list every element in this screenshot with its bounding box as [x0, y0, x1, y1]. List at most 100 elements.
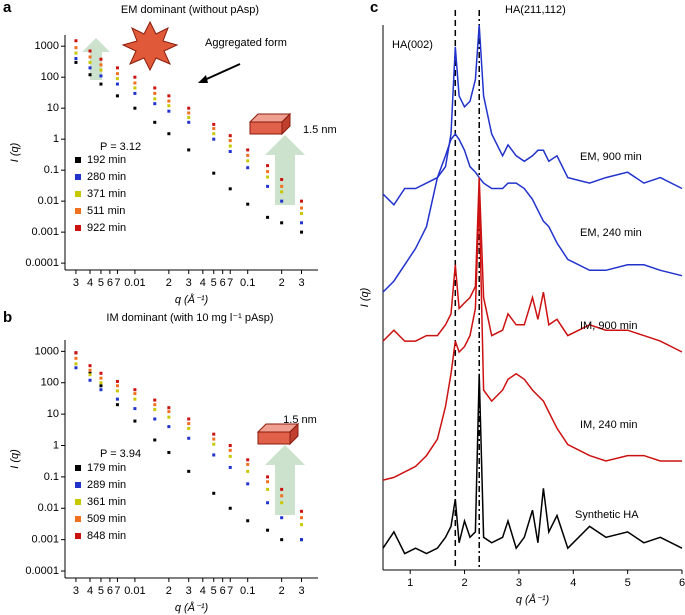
data-point — [228, 444, 232, 448]
data-point — [99, 74, 103, 78]
data-point — [88, 60, 92, 64]
x-tick-label: 5 — [625, 577, 631, 589]
data-point — [99, 371, 103, 375]
legend-swatch — [75, 157, 81, 163]
data-point — [74, 366, 78, 370]
data-point — [246, 462, 250, 466]
annotation: HA(211,112) — [505, 4, 566, 16]
annotation: IM, 240 min — [580, 419, 637, 431]
x-tick-label: 7 — [227, 277, 233, 289]
x-tick-label: 2 — [279, 585, 285, 597]
data-point — [167, 132, 171, 136]
data-point — [153, 102, 157, 106]
data-point — [228, 144, 232, 148]
data-point — [99, 388, 103, 392]
data-point — [300, 516, 304, 520]
data-point — [153, 438, 157, 442]
data-point — [88, 73, 92, 77]
data-point — [153, 398, 157, 402]
spectrum-line — [382, 24, 683, 206]
data-point — [74, 356, 78, 360]
data-point — [280, 487, 284, 491]
legend-swatch — [75, 174, 81, 180]
y-axis-label: I (q) — [9, 142, 21, 162]
legend-label: 280 min — [87, 171, 126, 183]
data-point — [212, 453, 216, 457]
x-tick-label: 3 — [298, 277, 304, 289]
annotation: 1.5 nm — [303, 124, 337, 136]
annotation: HA(002) — [392, 39, 433, 51]
x-tick-label: 2 — [166, 585, 172, 597]
x-tick-label: 3 — [298, 585, 304, 597]
legend-swatch — [75, 191, 81, 197]
annotation: P = 3.94 — [100, 448, 141, 460]
data-point — [187, 417, 191, 421]
data-point — [167, 104, 171, 108]
y-tick-label: 1 — [53, 439, 59, 451]
x-tick-label: 5 — [211, 585, 217, 597]
legend-label: 361 min — [87, 496, 126, 508]
data-point — [115, 379, 119, 383]
data-point — [133, 86, 137, 90]
data-point — [266, 184, 270, 188]
data-point — [153, 417, 157, 421]
y-tick-label: 10 — [47, 408, 59, 420]
legend-label: 509 min — [87, 513, 126, 525]
data-point — [115, 384, 119, 388]
x-tick-label: 4 — [200, 277, 206, 289]
data-point — [74, 57, 78, 61]
legend-swatch — [75, 516, 81, 522]
data-point — [246, 469, 250, 473]
x-tick-label: 3 — [186, 585, 192, 597]
x-tick-label: 2 — [279, 277, 285, 289]
y-tick-label: 0.001 — [31, 226, 59, 238]
data-point — [115, 72, 119, 76]
data-point — [212, 442, 216, 446]
data-point — [153, 86, 157, 90]
data-point — [99, 68, 103, 72]
annotation: 1.5 nm — [283, 414, 317, 426]
data-point — [167, 415, 171, 419]
x-tick-label: 7 — [114, 277, 120, 289]
data-point — [167, 410, 171, 414]
data-point — [115, 397, 119, 401]
data-point — [153, 91, 157, 95]
data-point — [300, 206, 304, 210]
data-point — [167, 99, 171, 103]
x-tick-label: 2 — [461, 577, 467, 589]
data-point — [99, 384, 103, 388]
x-tick-label: 5 — [98, 585, 104, 597]
data-point — [212, 127, 216, 131]
growth-arrow — [82, 38, 305, 515]
data-point — [228, 134, 232, 138]
data-point — [280, 501, 284, 505]
y-tick-label: 0.001 — [31, 534, 59, 546]
y-tick-label: 1000 — [35, 40, 59, 52]
data-point — [99, 63, 103, 67]
data-point — [115, 66, 119, 70]
data-point — [167, 450, 171, 454]
annotation: P = 3.12 — [100, 141, 141, 153]
data-point — [133, 392, 137, 396]
panel-letter: b — [3, 309, 12, 326]
data-point — [266, 475, 270, 479]
legend-swatch — [75, 533, 81, 539]
data-point — [266, 175, 270, 179]
y-tick-label: 100 — [41, 377, 59, 389]
y-tick-label: 0.01 — [38, 502, 59, 514]
x-tick-label: 6 — [107, 585, 113, 597]
data-point — [133, 106, 137, 110]
data-point — [74, 60, 78, 64]
legend-swatch — [75, 225, 81, 231]
legend-label: 179 min — [87, 462, 126, 474]
spectrum-line — [382, 199, 682, 481]
data-point — [246, 202, 250, 206]
data-point — [212, 437, 216, 441]
x-tick-label: 1 — [407, 577, 413, 589]
legend-swatch — [75, 482, 81, 488]
y-tick-label: 10 — [47, 102, 59, 114]
panel-title: IM dominant (with 10 mg l⁻¹ pAsp) — [106, 312, 273, 324]
data-point — [228, 448, 232, 452]
aggregate-icon — [121, 20, 179, 72]
data-point — [266, 528, 270, 532]
